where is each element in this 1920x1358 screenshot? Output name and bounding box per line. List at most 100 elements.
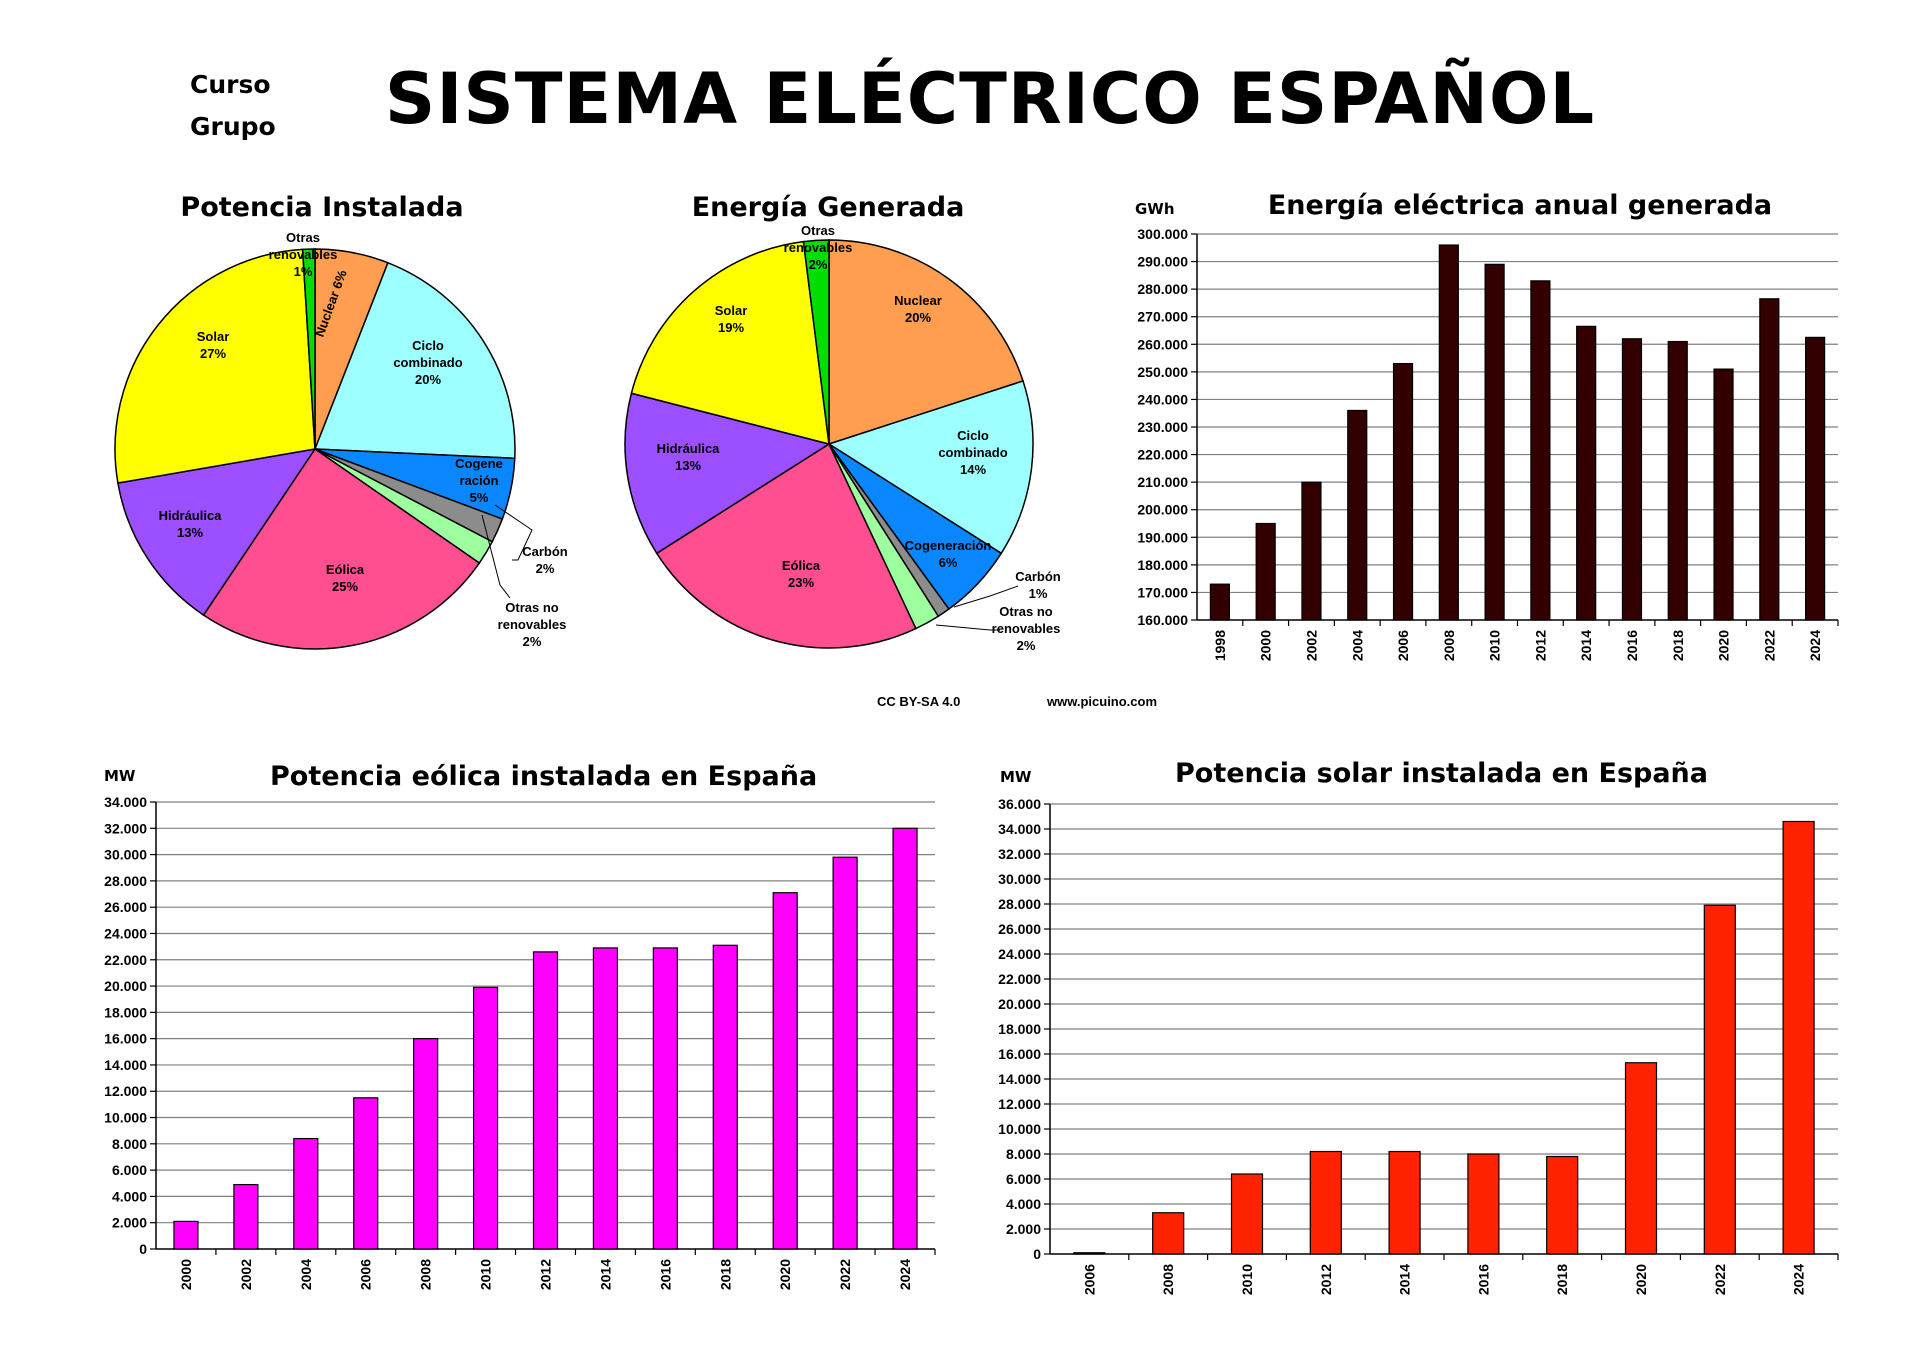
bar-2010 xyxy=(1230,1173,1264,1255)
x-tick-label: 2024 xyxy=(1791,1264,1807,1295)
x-tick-label: 2008 xyxy=(1160,1264,1176,1295)
pie-label-solar: Solar 19% xyxy=(715,303,748,335)
pie-label-otras_renovables: Otras renovables 2% xyxy=(784,223,853,272)
pie-label-ciclo: Ciclo combinado 20% xyxy=(393,338,462,387)
x-tick-label: 2010 xyxy=(1239,1264,1255,1295)
solar-chart-title: Potencia solar instalada en España xyxy=(1175,758,1708,789)
y-tick-label: 230.000 xyxy=(1137,419,1188,435)
x-tick-label: 2014 xyxy=(597,1259,613,1290)
y-tick-label: 14.000 xyxy=(104,1057,147,1073)
x-tick-label: 2020 xyxy=(777,1259,793,1290)
bar-2018 xyxy=(1546,1155,1579,1255)
y-tick-label: 290.000 xyxy=(1137,254,1188,270)
wind-unit-label: MW xyxy=(104,767,136,785)
bar-2022 xyxy=(1703,904,1736,1255)
y-tick-label: 34.000 xyxy=(104,794,147,810)
pie-label-otras_renovables: Otras renovables 1% xyxy=(269,230,338,279)
y-tick-label: 16.000 xyxy=(104,1031,147,1047)
annual-unit-label: GWh xyxy=(1135,200,1175,218)
pie-slice-otras_renovables xyxy=(301,248,316,450)
y-tick-label: 8.000 xyxy=(1006,1146,1041,1162)
x-tick-label: 2022 xyxy=(837,1259,853,1290)
bar-2016 xyxy=(1621,338,1643,621)
pie-label-otras_no_renovables: Otras no renovables 2% xyxy=(498,600,567,649)
y-tick-label: 0 xyxy=(1033,1246,1041,1262)
x-tick-label: 2018 xyxy=(1554,1264,1570,1295)
x-tick-label: 2006 xyxy=(358,1259,374,1290)
y-tick-label: 300.000 xyxy=(1137,226,1188,242)
pie-label-hidraulica: Hidráulica 13% xyxy=(657,441,721,473)
y-tick-label: 180.000 xyxy=(1137,557,1188,573)
pie-slice-ciclo xyxy=(313,261,516,460)
x-tick-label: 2010 xyxy=(478,1259,494,1290)
pie-label-otras_no_renovables: Otras no renovables 2% xyxy=(992,604,1061,653)
x-tick-label: 2018 xyxy=(1670,630,1686,661)
pie-slice-eolica xyxy=(655,442,917,649)
page-title: SISTEMA ELÉCTRICO ESPAÑOL xyxy=(384,58,1596,140)
pie-slice-eolica xyxy=(202,447,481,650)
y-tick-label: 260.000 xyxy=(1137,336,1188,352)
x-tick-label: 2010 xyxy=(1487,630,1503,661)
pie-slice-ciclo xyxy=(827,380,1034,555)
bar-2004 xyxy=(1347,409,1368,621)
website-text: www.picuino.com xyxy=(1047,694,1158,709)
x-tick-label: 1998 xyxy=(1212,630,1228,661)
y-tick-label: 12.000 xyxy=(104,1083,147,1099)
y-tick-label: 210.000 xyxy=(1137,474,1188,490)
y-tick-label: 24.000 xyxy=(998,946,1041,962)
bar-2012 xyxy=(1309,1150,1342,1255)
y-tick-label: 170.000 xyxy=(1137,584,1188,600)
leader-line-carbon xyxy=(494,504,533,561)
y-tick-label: 32.000 xyxy=(998,846,1041,862)
bar-2020 xyxy=(772,892,798,1250)
y-tick-label: 20.000 xyxy=(104,978,147,994)
y-tick-label: 2.000 xyxy=(112,1215,147,1231)
y-tick-label: 0 xyxy=(139,1241,147,1257)
bar-2014 xyxy=(1576,325,1597,621)
y-tick-label: 250.000 xyxy=(1137,364,1188,380)
pie-label-eolica: Eólica 23% xyxy=(782,558,821,590)
bar-2022 xyxy=(832,856,858,1250)
bar-2006 xyxy=(1073,1252,1106,1255)
y-tick-label: 34.000 xyxy=(998,821,1041,837)
bar-2000 xyxy=(1255,522,1276,621)
pie-label-carbon: Carbón 2% xyxy=(522,544,568,576)
bar-2018 xyxy=(1667,340,1688,621)
pie-slice-solar xyxy=(630,240,830,446)
x-tick-label: 2024 xyxy=(897,1259,913,1290)
x-tick-label: 2022 xyxy=(1761,630,1777,661)
bar-2016 xyxy=(652,947,678,1250)
bar-2024 xyxy=(892,827,918,1250)
x-tick-label: 2008 xyxy=(418,1259,434,1290)
y-tick-label: 10.000 xyxy=(104,1110,147,1126)
bar-2012 xyxy=(532,951,559,1250)
pie-energia-title: Energía Generada xyxy=(691,192,965,223)
pie-potencia-title: Potencia Instalada xyxy=(180,192,464,223)
bar-2004 xyxy=(293,1137,319,1250)
pie-slice-hidraulica xyxy=(117,447,317,617)
y-tick-label: 6.000 xyxy=(112,1162,147,1178)
x-tick-label: 2016 xyxy=(657,1259,673,1290)
bar-2012 xyxy=(1530,280,1551,621)
x-tick-label: 2024 xyxy=(1807,630,1823,661)
x-tick-label: 2022 xyxy=(1712,1264,1728,1295)
pie-label-cogeneracion: Cogeneración 6% xyxy=(905,538,992,570)
y-tick-label: 270.000 xyxy=(1137,309,1188,325)
bar-2002 xyxy=(233,1183,259,1250)
y-tick-label: 2.000 xyxy=(1006,1221,1041,1237)
bar-2008 xyxy=(1152,1212,1185,1255)
bar-2000 xyxy=(173,1220,199,1250)
curso-label: Curso xyxy=(190,70,271,99)
x-tick-label: 2002 xyxy=(238,1259,254,1290)
solar-unit-label: MW xyxy=(1000,768,1032,786)
y-tick-label: 36.000 xyxy=(998,796,1041,812)
leader-line-carbon xyxy=(953,585,1019,608)
bar-2008 xyxy=(1438,244,1459,621)
x-tick-label: 2008 xyxy=(1441,630,1457,661)
y-tick-label: 6.000 xyxy=(1006,1171,1041,1187)
y-tick-label: 26.000 xyxy=(998,921,1041,937)
pie-slice-hidraulica xyxy=(624,392,831,555)
